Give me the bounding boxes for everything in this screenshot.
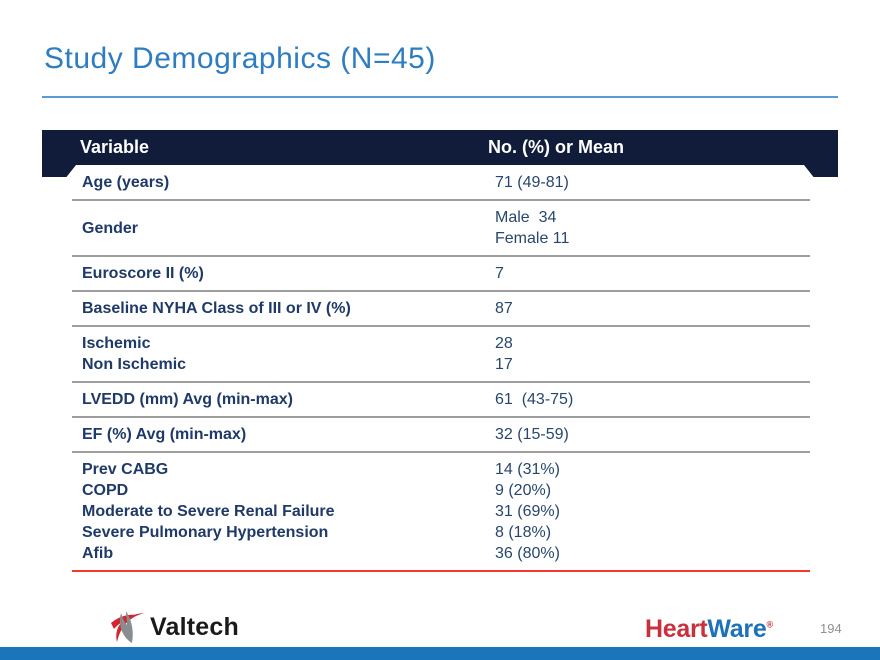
table-row: Baseline NYHA Class of III or IV (%) 87 — [72, 292, 810, 327]
bottom-accent-bar — [0, 647, 880, 660]
row-value: 31 (69%) — [495, 503, 560, 520]
valtech-wordmark: Valtech — [150, 612, 239, 641]
row-value-cell: 32 (15-59) — [495, 424, 810, 445]
table-row: Ischemic Non Ischemic 28 17 — [72, 327, 810, 383]
row-value: Male 34 — [495, 209, 557, 226]
title-underline — [42, 96, 838, 98]
row-label-cell: Prev CABG COPD Moderate to Severe Renal Fa… — [72, 459, 495, 564]
page-title: Study Demographics (N=45) — [44, 42, 436, 75]
page-number: 194 — [820, 621, 842, 636]
row-value: 32 (15-59) — [495, 426, 569, 443]
row-value-cell: 7 — [495, 263, 810, 284]
table-row: Prev CABG COPD Moderate to Severe Renal Fa… — [72, 453, 810, 572]
row-value: 71 (49-81) — [495, 174, 569, 191]
valtech-logo: Valtech — [108, 609, 239, 645]
row-value: 9 (20%) — [495, 482, 552, 499]
heartware-logo: HeartWare® — [645, 615, 773, 644]
row-value-cell: 14 (31%) 9 (20%) 31 (69%) 8 (18%) 36 (80%) — [495, 459, 810, 564]
row-value-cell: 61 (43-75) — [495, 389, 810, 410]
row-label: Non Ischemic — [82, 356, 187, 373]
row-label: Gender — [82, 219, 139, 237]
row-label: Baseline NYHA Class of III or IV (%) — [82, 300, 351, 317]
row-value: 87 — [495, 300, 513, 317]
row-value: 36 (80%) — [495, 545, 560, 562]
ribbon-fold-right — [804, 165, 838, 177]
row-label-cell: Ischemic Non Ischemic — [72, 333, 495, 375]
row-label: EF (%) Avg (min-max) — [82, 426, 247, 443]
row-value-cell: Male 34 Female 11 — [495, 207, 810, 249]
row-label-cell: Gender — [72, 218, 495, 239]
row-label-cell: EF (%) Avg (min-max) — [72, 424, 495, 445]
table-row: Euroscore II (%) 7 — [72, 257, 810, 292]
column-header-variable: Variable — [80, 137, 150, 157]
row-label-cell: LVEDD (mm) Avg (min-max) — [72, 389, 495, 410]
row-value: 7 — [495, 265, 504, 282]
row-label: Prev CABG — [82, 461, 169, 478]
row-value: 28 — [495, 335, 513, 352]
row-value-cell: 71 (49-81) — [495, 172, 810, 193]
table-row: Gender Male 34 Female 11 — [72, 201, 810, 257]
row-label: Moderate to Severe Renal Failure — [82, 503, 335, 520]
ribbon-fold-left — [42, 165, 76, 177]
row-value: 14 (31%) — [495, 461, 560, 478]
row-label: Euroscore II (%) — [82, 265, 204, 282]
valtech-swirl-icon — [111, 611, 145, 643]
row-label-cell: Age (years) — [72, 172, 495, 193]
row-label: Afib — [82, 545, 114, 562]
row-label: COPD — [82, 482, 129, 499]
row-value: 61 (43-75) — [495, 391, 574, 408]
row-value-cell: 87 — [495, 298, 810, 319]
table-header-ribbon: Variable No. (%) or Mean — [42, 130, 838, 177]
row-value: 8 (18%) — [495, 524, 552, 541]
table-row: LVEDD (mm) Avg (min-max) 61 (43-75) — [72, 383, 810, 418]
column-header-value: No. (%) or Mean — [488, 137, 625, 157]
table-body: Age (years) 71 (49-81) Gender Male 34 Female… — [72, 166, 810, 572]
row-label: LVEDD (mm) Avg (min-max) — [82, 391, 293, 408]
row-label-cell: Baseline NYHA Class of III or IV (%) — [72, 298, 495, 319]
row-label-cell: Euroscore II (%) — [72, 263, 495, 284]
heartware-word-ware: Ware — [707, 615, 767, 643]
row-label: Age (years) — [82, 174, 170, 191]
row-value: Female 11 — [495, 230, 570, 247]
heartware-word-heart: Heart — [645, 615, 708, 643]
table-row: EF (%) Avg (min-max) 32 (15-59) — [72, 418, 810, 453]
row-label: Ischemic — [82, 335, 151, 352]
registered-mark: ® — [766, 619, 773, 630]
row-value: 17 — [495, 356, 513, 373]
row-label: Severe Pulmonary Hypertension — [82, 524, 329, 541]
row-value-cell: 28 17 — [495, 333, 810, 375]
table-row: Age (years) 71 (49-81) — [72, 166, 810, 201]
